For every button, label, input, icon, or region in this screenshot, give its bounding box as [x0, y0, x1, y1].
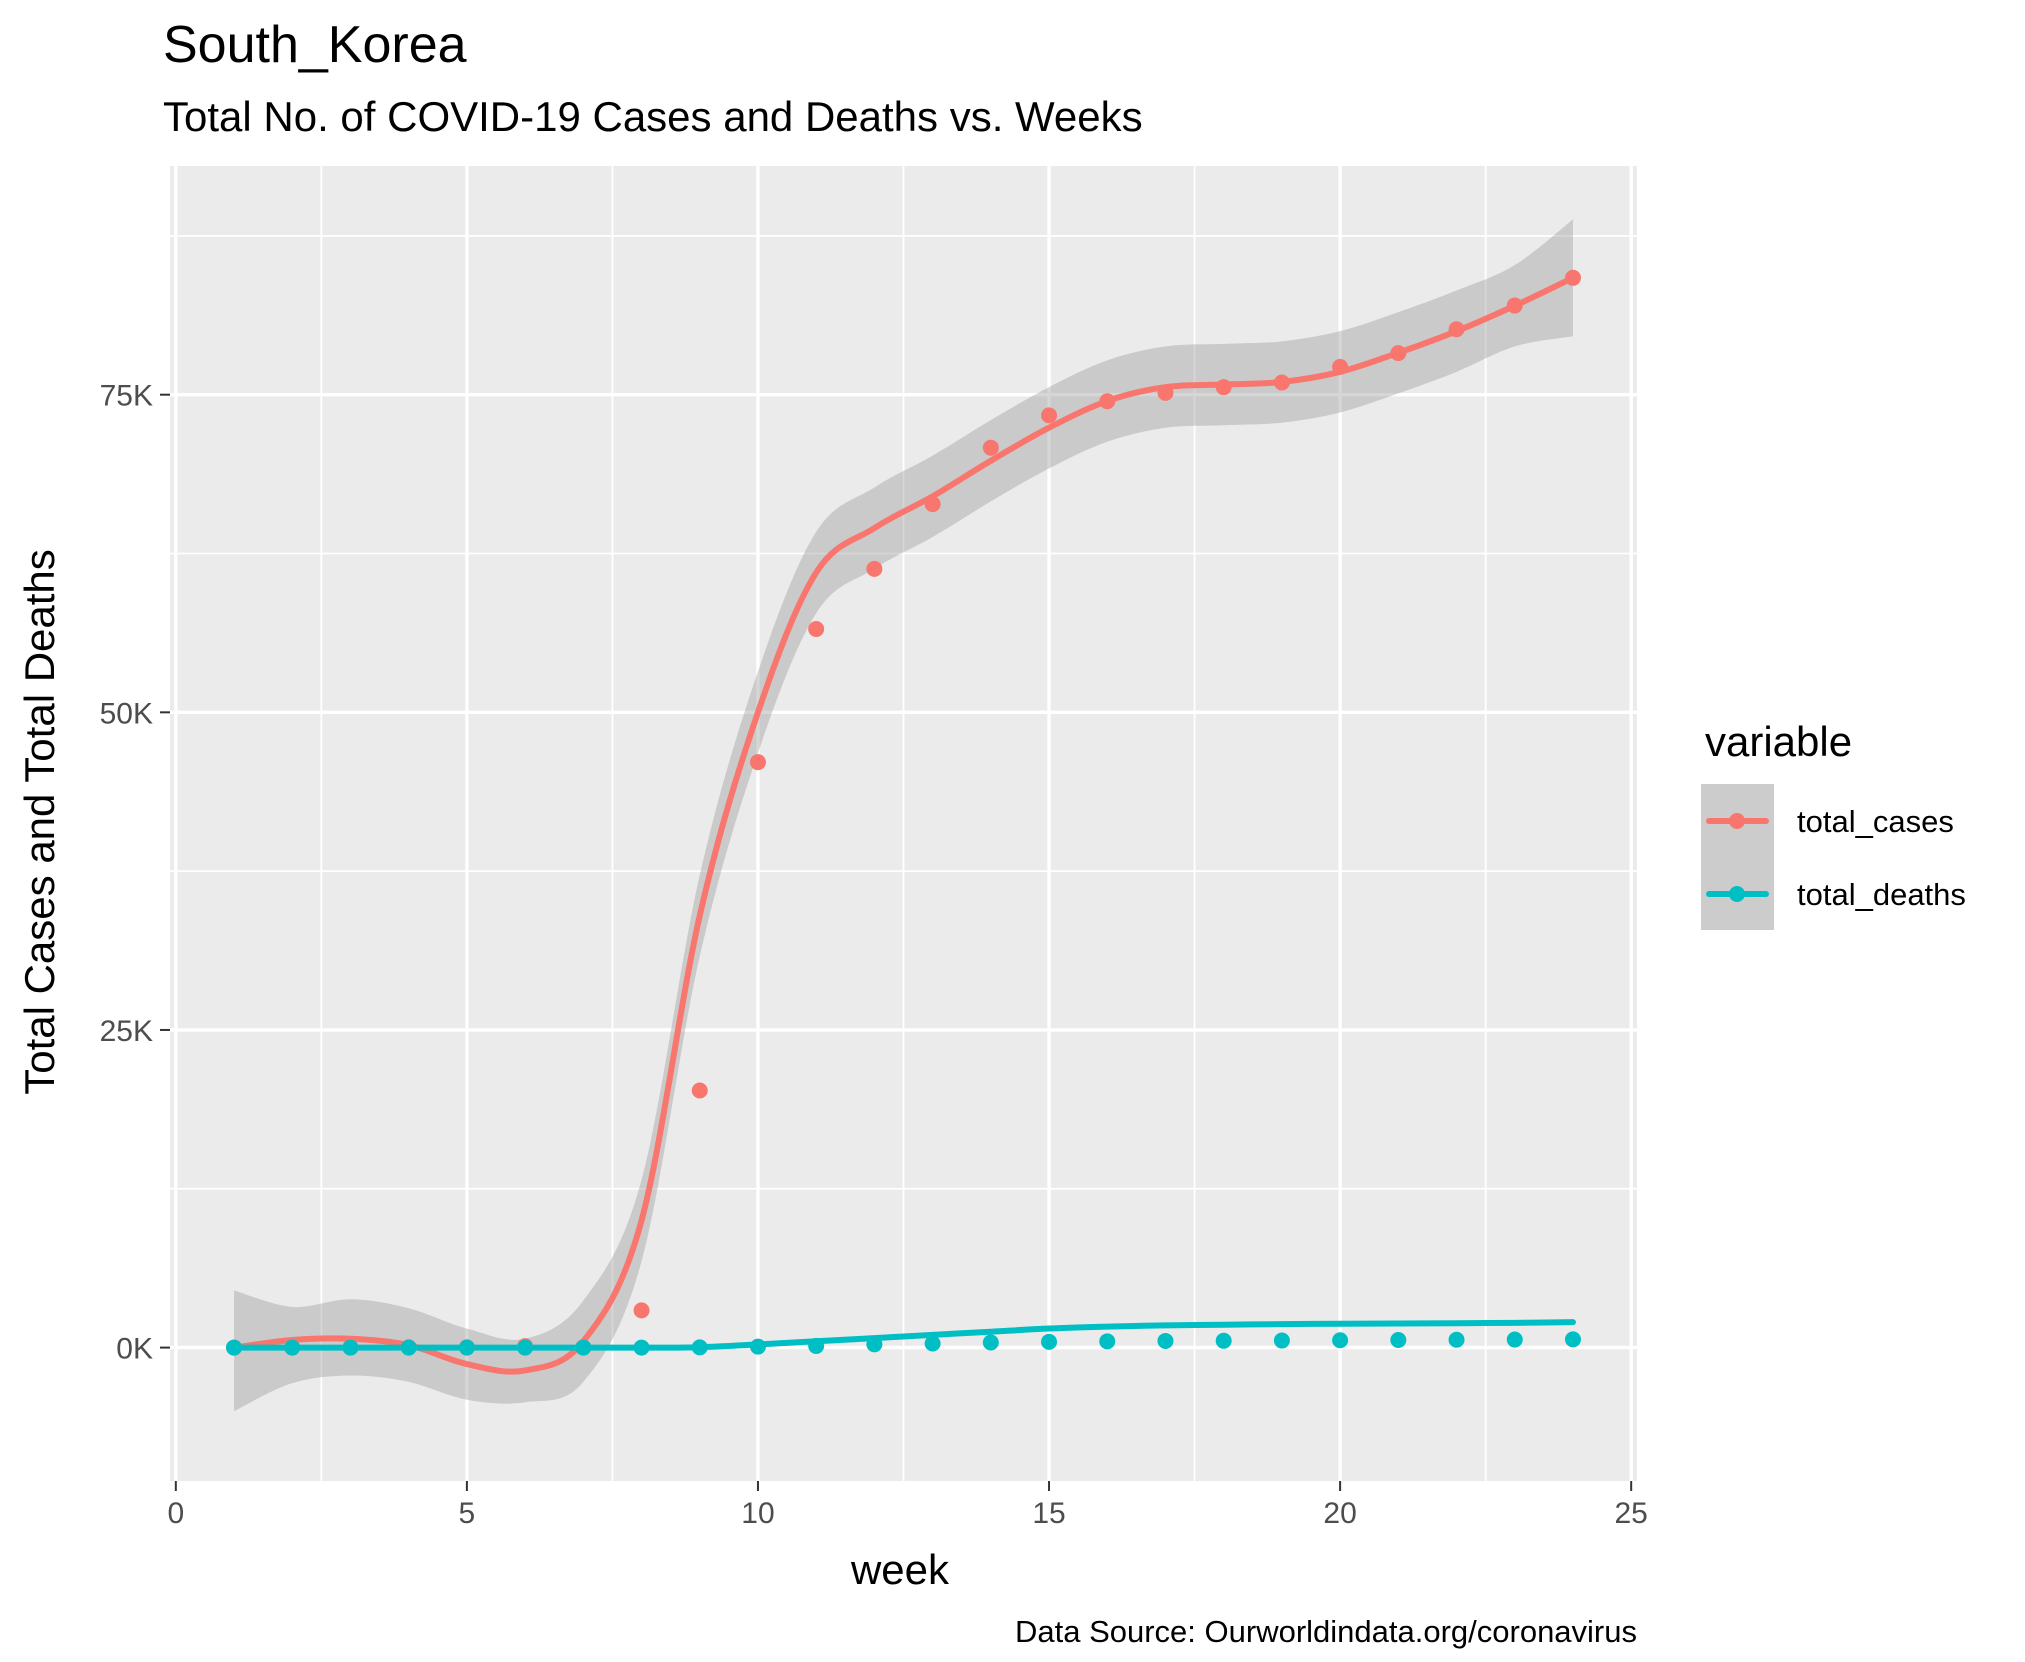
total-deaths-point	[1390, 1331, 1407, 1348]
legend: variable total_cases total_deaths	[1701, 718, 1966, 930]
total-cases-point	[691, 1082, 708, 1099]
total-deaths-point	[400, 1339, 417, 1356]
total-cases-smooth-line	[231, 274, 1576, 1375]
total-cases-point	[1215, 379, 1232, 396]
total-cases-point	[1506, 297, 1523, 314]
total-deaths-point	[1157, 1332, 1174, 1349]
x-tick-label: 10	[741, 1497, 774, 1530]
total-deaths-point	[226, 1339, 243, 1356]
total-deaths-point	[1273, 1332, 1290, 1349]
legend-item-total-cases: total_cases	[1701, 784, 1954, 857]
total-deaths-point	[633, 1339, 650, 1356]
total-deaths-point	[1332, 1332, 1349, 1349]
legend-item-total-deaths: total_deaths	[1701, 857, 1966, 930]
x-tick-label: 5	[459, 1497, 476, 1530]
total-deaths-point	[1041, 1333, 1058, 1350]
total-deaths-point	[517, 1339, 534, 1356]
total-cases-point	[924, 496, 941, 513]
x-axis-title: week	[850, 1546, 950, 1593]
x-tick-label: 0	[167, 1497, 184, 1530]
y-tick-label: 50K	[100, 697, 153, 730]
total-deaths-point	[982, 1334, 999, 1351]
total-cases-point	[1099, 393, 1116, 410]
y-tick-label: 75K	[100, 380, 153, 413]
chart-caption: Data Source: Ourworldindata.org/coronavi…	[1015, 1614, 1637, 1649]
total-deaths-point	[808, 1337, 825, 1354]
total-cases-point	[1390, 345, 1407, 362]
chart-subtitle: Total No. of COVID-19 Cases and Deaths v…	[163, 93, 1143, 140]
y-axis-title: Total Cases and Total Deaths	[16, 549, 63, 1095]
total-cases-point	[1332, 358, 1349, 375]
total-deaths-point	[1448, 1331, 1465, 1348]
legend-title: variable	[1705, 718, 1852, 765]
y-tick-label: 25K	[100, 1015, 153, 1048]
total-cases-point	[1448, 321, 1465, 338]
total-deaths-point	[691, 1339, 708, 1356]
x-tick-label: 20	[1323, 1497, 1356, 1530]
grid-lines	[170, 166, 1637, 1481]
total-deaths-point	[342, 1339, 359, 1356]
total-cases-point	[808, 620, 825, 637]
total-deaths-point	[1099, 1333, 1116, 1350]
total-deaths-point	[1215, 1332, 1232, 1349]
total-deaths-point	[575, 1339, 592, 1356]
total-deaths-point	[1506, 1331, 1523, 1348]
total-cases-point	[749, 754, 766, 771]
total-deaths-point	[284, 1339, 301, 1356]
legend-key-point	[1729, 813, 1745, 829]
total-cases-point	[1273, 374, 1290, 391]
legend-label: total_deaths	[1797, 877, 1966, 912]
total-cases-point	[982, 439, 999, 456]
total-deaths-point	[866, 1336, 883, 1353]
x-tick-label: 25	[1614, 1497, 1647, 1530]
total-deaths-point	[924, 1335, 941, 1352]
legend-label: total_cases	[1797, 804, 1954, 839]
total-cases-point	[866, 560, 883, 577]
legend-key-point	[1729, 886, 1745, 902]
total-cases-point	[1157, 384, 1174, 401]
x-tick-label: 15	[1032, 1497, 1065, 1530]
total-deaths-point	[1564, 1331, 1581, 1348]
chart-title: South_Korea	[163, 16, 467, 74]
total-cases-point	[633, 1302, 650, 1319]
series-layer	[226, 269, 1581, 1375]
axes-layer: 0 5 10 15 20 25 0K 25K 50K 75K	[100, 380, 1648, 1530]
total-cases-point	[1041, 407, 1058, 424]
y-tick-label: 0K	[116, 1333, 153, 1366]
total-cases-point	[1564, 269, 1581, 286]
total-deaths-point	[458, 1339, 475, 1356]
total-deaths-point	[749, 1338, 766, 1355]
